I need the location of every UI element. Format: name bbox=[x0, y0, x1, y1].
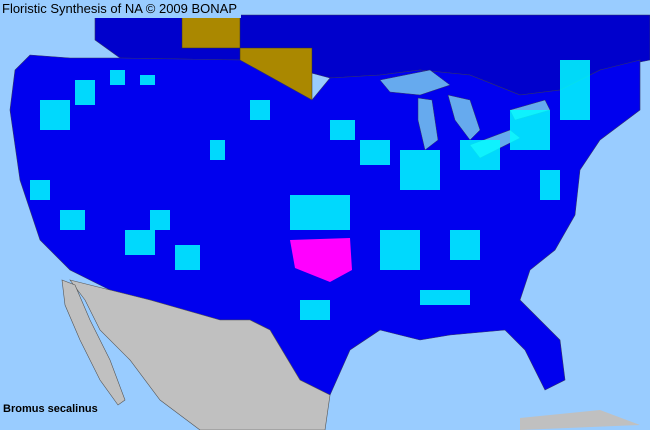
present-county-patch bbox=[540, 170, 560, 200]
present-county-patch bbox=[300, 300, 330, 320]
mexico-region bbox=[69, 279, 331, 430]
present-county-patch bbox=[125, 230, 155, 255]
present-county-patch bbox=[460, 140, 500, 170]
present-county-patch bbox=[560, 60, 590, 120]
present-county-patch bbox=[60, 210, 85, 230]
present-county-patch bbox=[250, 100, 270, 120]
present-county-patch bbox=[290, 195, 350, 230]
present-county-patch bbox=[110, 70, 125, 85]
present-county-patch bbox=[210, 140, 225, 160]
present-county-patch bbox=[175, 245, 200, 270]
present-county-patch bbox=[400, 150, 440, 190]
present-county-patch bbox=[420, 290, 470, 305]
baja-california bbox=[61, 279, 126, 406]
present-county-patch bbox=[510, 110, 550, 150]
present-county-patch bbox=[30, 180, 50, 200]
present-counties bbox=[30, 60, 590, 320]
noxious-counties bbox=[290, 238, 352, 282]
cuba bbox=[520, 410, 640, 430]
present-county-patch bbox=[150, 210, 170, 230]
page-title: Floristic Synthesis of NA © 2009 BONAP bbox=[0, 0, 242, 18]
present-county-patch bbox=[75, 80, 95, 105]
present-county-patch bbox=[330, 120, 355, 140]
present-county-patch bbox=[360, 140, 390, 165]
present-county-patch bbox=[40, 100, 70, 130]
present-county-patch bbox=[450, 230, 480, 260]
species-label: Bromus secalinus bbox=[3, 403, 98, 415]
present-county-patch bbox=[380, 230, 420, 270]
present-county-patch bbox=[140, 75, 155, 85]
